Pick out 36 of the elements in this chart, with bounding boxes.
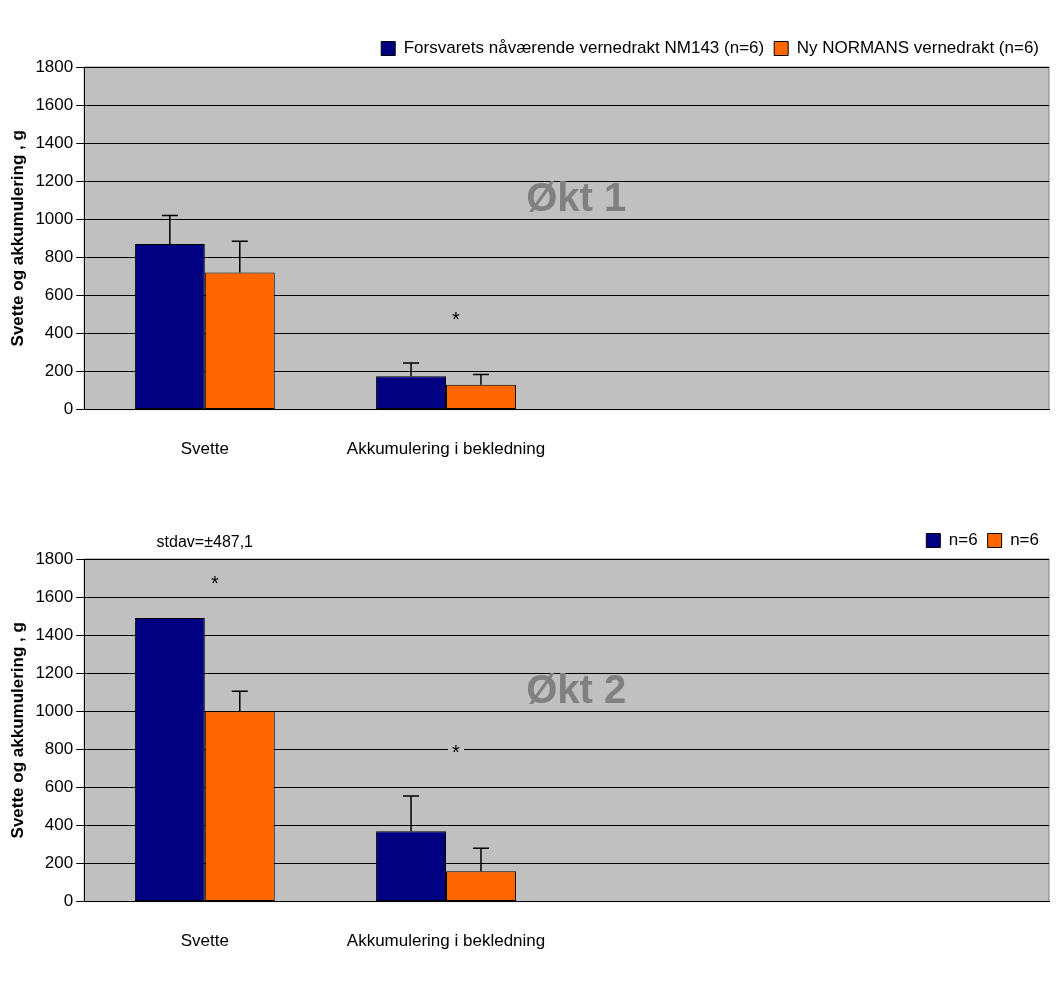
legend-label: Ny NORMANS vernedrakt (n=6) — [796, 38, 1040, 58]
y-tick-label: 400 — [44, 323, 74, 343]
text: stdav=±487,1 — [156, 533, 254, 551]
legend-label: n=6 — [948, 530, 978, 550]
y-tick-label: 1800 — [35, 548, 74, 568]
annotation: * — [210, 571, 219, 594]
y-tick-label: 800 — [44, 739, 74, 759]
y-axis-title: Svette og akkumulering , g — [7, 130, 27, 347]
y-tick-label: 1400 — [35, 624, 74, 644]
y-tick-label: 1000 — [35, 700, 74, 720]
y-tick-label: 1200 — [35, 170, 74, 190]
y-tick-label: 1400 — [35, 132, 74, 152]
y-tick-label: 1000 — [35, 208, 74, 228]
y-tick-label: 0 — [63, 891, 74, 911]
x-tick-label: Svette — [180, 439, 229, 459]
y-tick-label: 800 — [44, 247, 74, 267]
y-tick-label: 1200 — [35, 662, 74, 682]
x-tick-label: Akkumulering i bekledning — [346, 439, 546, 459]
legend-label: Forsvarets nåværende vernedrakt NM143 (n=6) — [403, 38, 765, 58]
x-tick-label: Akkumulering i bekledning — [346, 931, 546, 951]
annotation: Økt 1 — [526, 175, 627, 220]
y-tick-label: 200 — [44, 361, 74, 381]
legend-label: n=6 — [1010, 530, 1040, 550]
annotation: * — [452, 741, 461, 764]
y-tick-label: 1800 — [35, 56, 74, 76]
annotation: * — [452, 308, 461, 331]
y-tick-label: 1600 — [35, 586, 74, 606]
y-axis-title: Svette og akkumulering , g — [7, 622, 27, 839]
y-tick-label: 1600 — [35, 94, 74, 114]
x-tick-label: Svette — [180, 931, 229, 951]
y-tick-label: 200 — [44, 853, 74, 873]
y-tick-label: 0 — [63, 399, 74, 419]
annotation: Økt 2 — [526, 667, 627, 712]
y-tick-label: 400 — [44, 815, 74, 835]
y-tick-label: 600 — [44, 777, 74, 797]
y-tick-label: 600 — [44, 285, 74, 305]
